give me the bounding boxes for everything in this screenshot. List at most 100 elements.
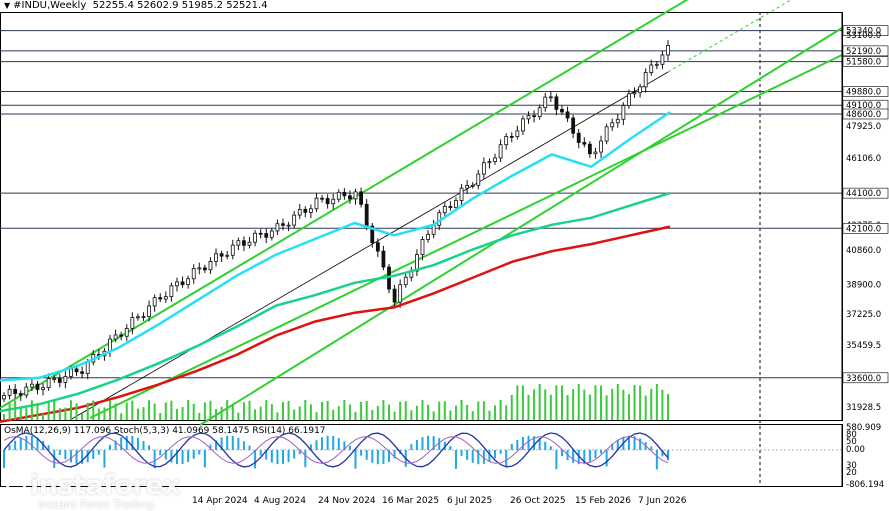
- candle-body: [331, 198, 336, 205]
- osma-bar: [432, 436, 435, 450]
- candle-body: [364, 203, 369, 227]
- candle-body: [175, 281, 179, 287]
- osma-bar: [103, 449, 106, 468]
- candle-body: [197, 267, 202, 270]
- volume-bar: [81, 413, 84, 420]
- osma-bar: [583, 449, 586, 464]
- osma-bar: [616, 439, 619, 450]
- candle-body: [426, 233, 430, 240]
- level-label-box: [842, 372, 889, 384]
- oscillator-legend: OsMA(12,26,9) 117.096 Stoch(5,3,3) 41.09…: [4, 426, 326, 436]
- candle-body: [18, 393, 23, 396]
- volume-bar: [203, 402, 206, 420]
- candle-body: [610, 122, 615, 128]
- candle-body: [498, 144, 503, 159]
- osma-bar: [265, 449, 268, 460]
- volume-bar: [19, 408, 22, 420]
- candle-body: [225, 254, 230, 257]
- candle-body: [286, 224, 291, 227]
- candle-body: [7, 388, 12, 396]
- ema-line-1: [0, 111, 671, 382]
- volume-bar: [109, 400, 112, 420]
- volume-bar: [3, 414, 5, 420]
- osma-bar: [181, 449, 184, 464]
- volume-bar: [92, 400, 95, 420]
- candle-body: [292, 214, 297, 226]
- volume-bar: [254, 409, 257, 420]
- price-tick-label: 48600.0: [846, 110, 881, 120]
- osma-bar: [92, 449, 95, 459]
- osma-bar: [36, 437, 39, 450]
- osma-bar: [655, 449, 658, 470]
- volume-bar: [192, 403, 195, 420]
- osma-bar: [153, 449, 156, 469]
- osma-bar: [466, 449, 469, 460]
- candle-body: [666, 45, 670, 56]
- candle-body: [85, 361, 90, 374]
- candle-body: [515, 130, 520, 137]
- indicator-tick-label: 0.00: [846, 445, 865, 455]
- volume-bar: [42, 413, 45, 420]
- osma-bar: [315, 440, 318, 450]
- osma-bar: [337, 437, 340, 450]
- candle-body: [191, 268, 196, 280]
- candle-body: [381, 250, 386, 268]
- watermark: instaforex Instant Forex Trading: [6, 472, 181, 511]
- candle-body: [359, 191, 364, 205]
- osma-bar: [365, 449, 368, 460]
- candle-body: [141, 316, 146, 318]
- osma-bar: [259, 449, 262, 456]
- volume-bar: [8, 403, 11, 420]
- volume-bar: [326, 400, 329, 420]
- candle-body: [275, 223, 280, 232]
- candle-body: [242, 240, 246, 246]
- osma-bar: [203, 449, 206, 468]
- candle-body: [638, 86, 643, 94]
- candle-body: [621, 105, 626, 120]
- osma-bar: [69, 449, 72, 463]
- volume-bar: [449, 410, 452, 420]
- volume-bar: [25, 407, 28, 420]
- dropdown-arrow-icon[interactable]: ▼: [4, 1, 11, 10]
- osma-bar: [388, 449, 391, 462]
- volume-bar: [443, 401, 446, 420]
- volume-bar: [125, 402, 128, 420]
- candle-body: [35, 383, 40, 390]
- candle-body: [509, 136, 514, 138]
- volume-bar: [382, 400, 385, 420]
- osma-bar: [421, 437, 424, 450]
- candle-body: [80, 371, 85, 374]
- osma-bar: [231, 435, 234, 450]
- osma-bar: [332, 436, 335, 450]
- candle-body: [29, 383, 34, 388]
- candle-body: [180, 281, 185, 286]
- candle-body: [543, 96, 548, 109]
- candle-body: [604, 126, 609, 142]
- volume-bar: [393, 411, 396, 420]
- candle-body: [214, 253, 218, 262]
- osma-bar: [142, 441, 145, 450]
- candle-body: [537, 107, 542, 118]
- ema-line-3: [0, 225, 671, 424]
- volume-bar: [136, 408, 139, 420]
- volume-bar: [627, 394, 630, 420]
- osma-bar: [270, 449, 273, 463]
- price-tick-label: 40860.0: [846, 246, 881, 256]
- osma-bar: [187, 449, 190, 463]
- volume-bar: [633, 385, 636, 420]
- volume-bar: [410, 410, 413, 420]
- osma-bar: [276, 449, 279, 465]
- volume-bar: [427, 404, 430, 420]
- candle-body: [415, 254, 419, 272]
- volume-bar: [388, 404, 391, 420]
- volume-bar: [572, 389, 575, 420]
- osma-bar: [600, 449, 603, 454]
- osma-bar: [164, 449, 167, 460]
- stochastic-line: [3, 432, 669, 468]
- trend-line: [69, 71, 669, 421]
- volume-bar: [488, 410, 491, 420]
- volume-bar: [159, 413, 162, 420]
- level-label-box: [842, 223, 889, 234]
- osma-bar: [639, 438, 642, 450]
- osma-bar: [42, 440, 45, 450]
